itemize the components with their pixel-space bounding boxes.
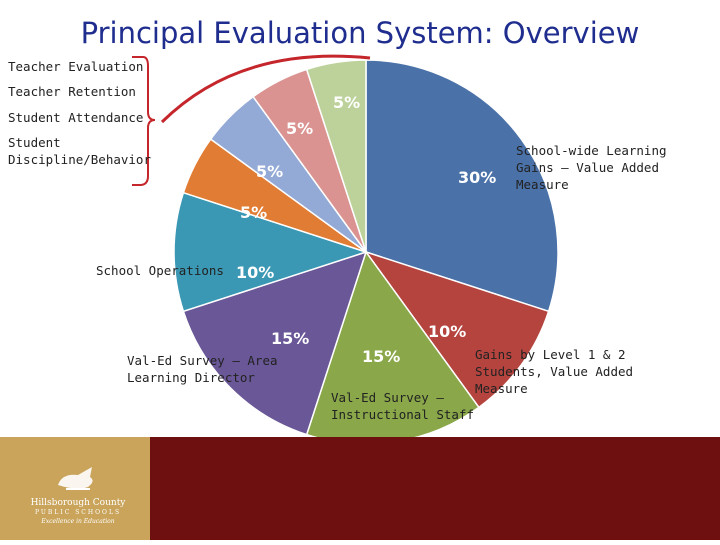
logo-name: Hillsborough County xyxy=(30,498,126,508)
pct-school-operations: 10% xyxy=(236,263,275,282)
pct-val-ed-staff: 15% xyxy=(362,347,401,366)
logo-tagline: Excellence in Education xyxy=(41,518,115,525)
pct-schoolwide: 30% xyxy=(458,168,497,187)
pie-slice-9 xyxy=(305,59,367,253)
pct-student-attendance: 5% xyxy=(256,162,284,181)
label-student-attendance: Student Attendance xyxy=(8,110,144,125)
label-school-operations: School Operations xyxy=(96,263,224,278)
label-val-ed-staff: Val-Ed Survey – Instructional Staff xyxy=(331,390,474,422)
label-val-ed-ald: Val-Ed Survey – Area Learning Director xyxy=(127,353,278,385)
page-title: Principal Evaluation System: Overview xyxy=(80,16,640,50)
bracket-arc xyxy=(160,54,371,124)
pie-slice-4 xyxy=(182,250,368,436)
label-teacher-retention: Teacher Retention xyxy=(8,84,136,99)
pie-slice-1 xyxy=(365,59,559,313)
bracket-line xyxy=(132,56,156,186)
footer-panel xyxy=(150,437,720,540)
logo-line2: PUBLIC SCHOOLS xyxy=(34,509,122,516)
pct-teacher-retention: 5% xyxy=(286,119,314,138)
pie-slice-5 xyxy=(173,191,369,313)
district-logo: Hillsborough County PUBLIC SCHOOLS Excel… xyxy=(0,437,150,540)
footer-bar: Hillsborough County PUBLIC SCHOOLS Excel… xyxy=(0,437,720,540)
label-teacher-evaluation: Teacher Evaluation xyxy=(8,59,144,74)
pct-teacher-evaluation: 5% xyxy=(333,93,361,112)
pct-val-ed-ald: 15% xyxy=(271,329,310,348)
pct-student-discipline: 5% xyxy=(240,203,268,222)
label-student-discipline: Student Discipline/Behavior xyxy=(8,135,151,167)
pct-gains-level: 10% xyxy=(428,322,467,341)
pie-slice-2 xyxy=(364,250,550,409)
label-gains-level: Gains by Level 1 & 2 Students, Value Add… xyxy=(475,347,634,396)
lamp-icon xyxy=(58,467,93,490)
label-schoolwide: School-wide Learning Gains – Value Added… xyxy=(516,143,667,192)
